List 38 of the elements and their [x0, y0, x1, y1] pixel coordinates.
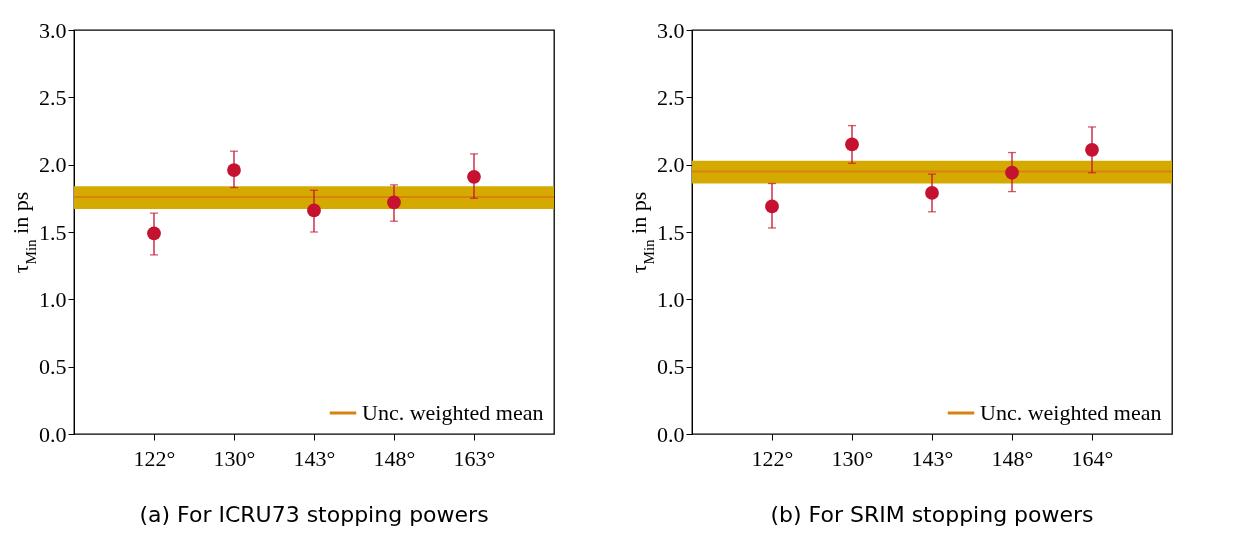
y-tick-label: 1.0: [657, 286, 685, 312]
x-tick-label: 122°: [133, 445, 176, 471]
point: [307, 203, 321, 218]
point: [467, 169, 481, 184]
point: [765, 199, 779, 214]
text: (a) For ICRU73 stopping powers: [139, 502, 489, 527]
point: [925, 186, 939, 200]
x-tick-label: 164°: [1071, 445, 1114, 471]
point: [845, 137, 859, 152]
legend-label: Unc. weighted mean: [362, 400, 544, 425]
x-tick-label: 143°: [293, 445, 336, 471]
y-tick-label: 1.0: [39, 286, 67, 312]
y-tick-label: 3.0: [39, 17, 67, 43]
y-tick-label: 0.5: [39, 354, 67, 380]
x-tick-label: 130°: [831, 445, 874, 471]
point: [1005, 165, 1019, 180]
x-tick-label: 143°: [911, 445, 954, 471]
y-tick-label: 3.0: [657, 17, 685, 43]
y-tick-label: 2.0: [657, 152, 685, 178]
legend-label: Unc. weighted mean: [980, 400, 1162, 425]
point: [227, 163, 241, 177]
y-tick-label: 1.5: [39, 219, 67, 245]
x-tick-label: 148°: [991, 445, 1034, 471]
point: [387, 195, 401, 210]
y-tick-label: 2.0: [39, 152, 67, 178]
x-tick-label: 163°: [453, 445, 496, 471]
x-tick-label: 148°: [373, 445, 416, 471]
y-tick-label: 0.0: [657, 421, 685, 447]
x-tick-label: 130°: [213, 445, 256, 471]
y-tick-label: 0.0: [39, 421, 67, 447]
y-tick-label: 0.5: [657, 354, 685, 380]
y-tick-label: 1.5: [657, 219, 685, 245]
x-tick-label: 122°: [751, 445, 794, 471]
text: (b) For SRIM stopping powers: [770, 502, 1094, 527]
y-tick-label: 2.5: [39, 84, 67, 110]
y-tick-label: 2.5: [657, 84, 685, 110]
point: [1085, 142, 1099, 157]
point: [147, 226, 161, 241]
